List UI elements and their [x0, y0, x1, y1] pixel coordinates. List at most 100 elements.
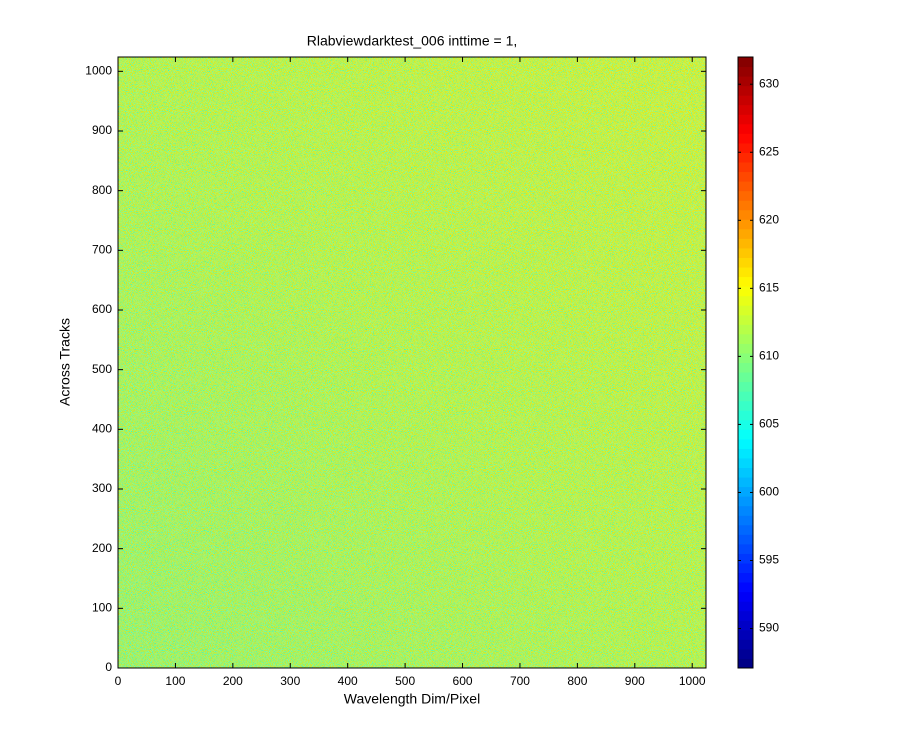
colorbar-tick-label: 600 — [759, 485, 779, 499]
colorbar-step — [738, 362, 753, 373]
colorbar-step — [738, 76, 753, 87]
colorbar-tick-label: 595 — [759, 553, 779, 567]
y-tick-label: 700 — [92, 242, 112, 256]
colorbar-step — [738, 400, 753, 411]
colorbar-step — [738, 658, 753, 669]
colorbar-step — [738, 57, 753, 68]
colorbar-step — [738, 438, 753, 449]
colorbar-step — [738, 620, 753, 631]
colorbar-step — [738, 324, 753, 335]
colorbar-step — [738, 171, 753, 182]
colorbar-tick-label: 605 — [759, 417, 779, 431]
chart-title: Rlabviewdarktest_006 inttime = 1, — [307, 33, 518, 49]
x-axis-label: Wavelength Dim/Pixel — [344, 691, 480, 707]
colorbar-tick-label: 630 — [759, 76, 779, 90]
colorbar-step — [738, 381, 753, 392]
x-tick-label: 700 — [510, 674, 530, 688]
colorbar-tick-label: 590 — [759, 621, 779, 635]
x-tick-label: 0 — [115, 674, 122, 688]
y-axis-label: Across Tracks — [57, 318, 73, 406]
colorbar-step — [738, 209, 753, 220]
colorbar-step — [738, 142, 753, 153]
colorbar-step — [738, 457, 753, 469]
colorbar-step — [738, 477, 753, 488]
x-tick-label: 800 — [567, 674, 587, 688]
colorbar-step — [738, 419, 753, 430]
x-tick-label: 200 — [223, 674, 243, 688]
colorbar-step — [738, 228, 753, 239]
image — [118, 57, 706, 668]
colorbar-tick-label: 615 — [759, 281, 779, 295]
colorbar-step — [738, 66, 753, 77]
colorbar-step — [738, 152, 753, 163]
colorbar-step — [738, 343, 753, 354]
colorbar-step — [738, 162, 753, 173]
colorbar-step — [738, 591, 753, 602]
colorbar-step — [738, 515, 753, 526]
colorbar-step — [738, 429, 753, 440]
colorbar-step — [738, 467, 753, 478]
y-tick-label: 500 — [92, 362, 112, 376]
colorbar-box — [737, 56, 754, 669]
x-tick-label: 600 — [453, 674, 473, 688]
colorbar-step — [738, 496, 753, 507]
colorbar-step — [738, 372, 753, 383]
y-tick-label: 200 — [92, 541, 112, 555]
colorbar-step — [738, 238, 753, 249]
x-tick-label: 100 — [165, 674, 185, 688]
colorbar-step — [738, 295, 753, 306]
colorbar-step — [738, 247, 753, 258]
y-tick-label: 300 — [92, 481, 112, 495]
colorbar-step — [738, 572, 753, 583]
x-tick-label: 300 — [280, 674, 300, 688]
colorbar-tick-label: 620 — [759, 212, 779, 226]
colorbar-step — [738, 448, 753, 459]
colorbar-step — [738, 543, 753, 554]
colorbar-tick-label: 625 — [759, 144, 779, 158]
y-tick-label: 900 — [92, 123, 112, 137]
colorbar-step — [738, 629, 753, 640]
colorbar-step — [738, 104, 753, 115]
colorbar-step — [738, 219, 753, 230]
y-tick-label: 0 — [105, 660, 112, 674]
x-tick-label: 1000 — [679, 674, 706, 688]
y-tick-label: 600 — [92, 302, 112, 316]
colorbar-step — [738, 553, 753, 564]
colorbar-step — [738, 391, 753, 402]
axes-box — [117, 56, 707, 669]
colorbar-step — [738, 352, 753, 363]
colorbar-step — [738, 95, 753, 106]
colorbar-step — [738, 524, 753, 535]
colorbar-step — [738, 123, 753, 134]
colorbar-step — [738, 610, 753, 621]
colorbar-step — [738, 267, 753, 278]
y-tick-label: 100 — [92, 601, 112, 615]
image-noise — [118, 57, 706, 668]
colorbar-tick-label: 610 — [759, 349, 779, 363]
colorbar-step — [738, 85, 753, 96]
colorbar-step — [738, 181, 753, 192]
colorbar-step — [738, 648, 753, 659]
x-tick-label: 900 — [625, 674, 645, 688]
colorbar-step — [738, 286, 753, 297]
y-tick-label: 800 — [92, 183, 112, 197]
colorbar-step — [738, 276, 753, 287]
colorbar-step — [738, 133, 753, 144]
y-tick-label: 400 — [92, 422, 112, 436]
x-tick-label: 400 — [338, 674, 358, 688]
colorbar-step — [738, 639, 753, 650]
colorbar-step — [738, 257, 753, 268]
colorbar-step — [738, 305, 753, 316]
colorbar-step — [738, 314, 753, 325]
colorbar-step — [738, 200, 753, 211]
colorbar-step — [738, 333, 753, 344]
colorbar-step — [738, 562, 753, 574]
colorbar-step — [738, 190, 753, 201]
y-tick-label: 1000 — [85, 63, 112, 77]
colorbar-step — [738, 486, 753, 497]
x-tick-label: 500 — [395, 674, 415, 688]
colorbar-step — [738, 410, 753, 421]
colorbar-step — [738, 582, 753, 593]
colorbar-step — [738, 534, 753, 545]
